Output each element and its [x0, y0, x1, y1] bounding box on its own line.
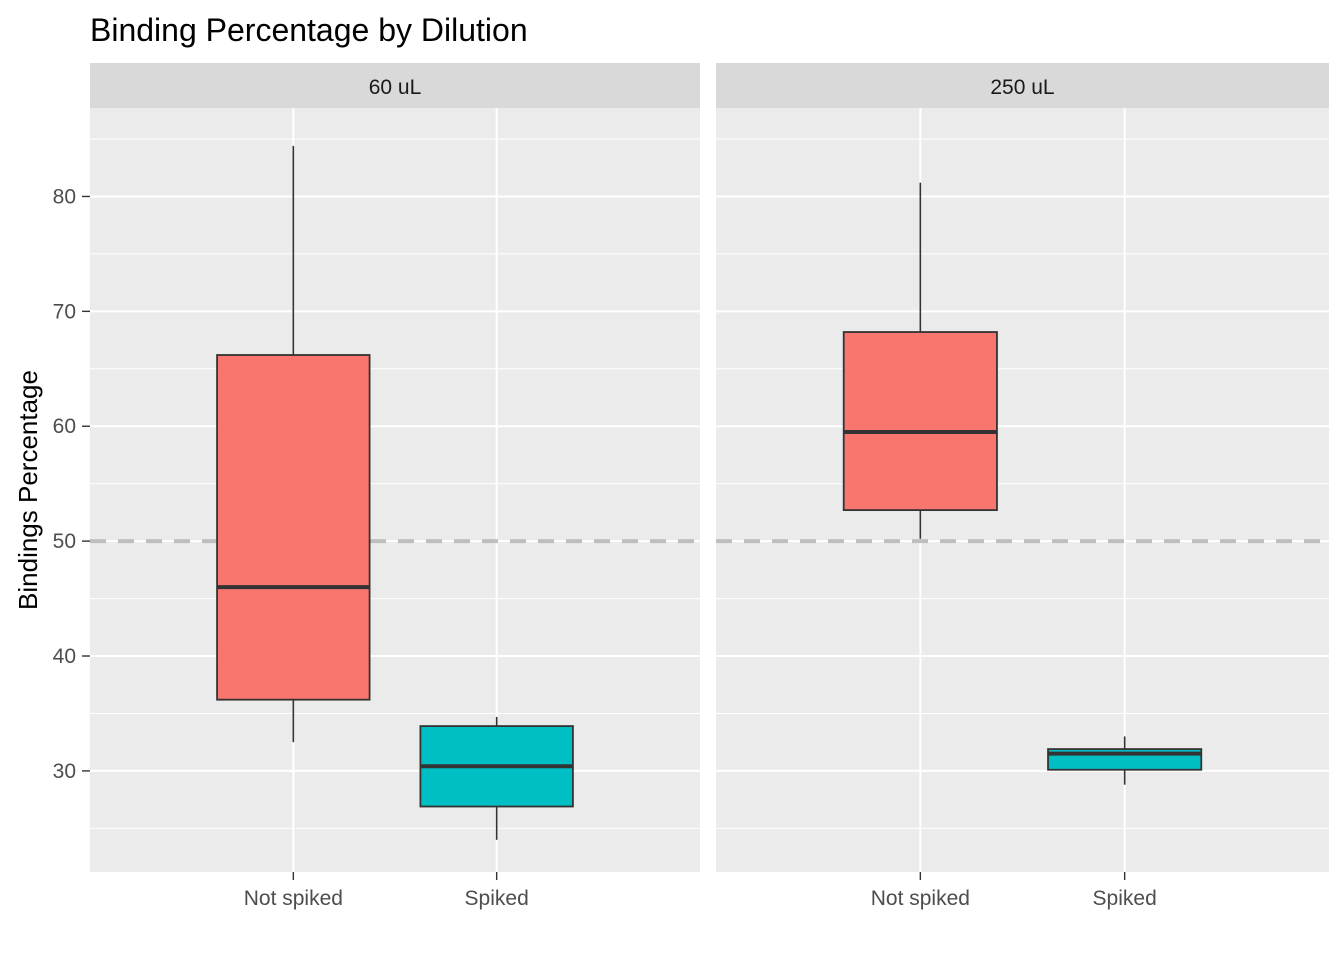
x-tick-label: Spiked [465, 887, 529, 910]
facet-strip-label: 60 uL [369, 76, 422, 99]
y-axis: 30 40 50 60 70 80 [53, 185, 90, 783]
box-iqr [842, 331, 998, 512]
x-tick-label: Spiked [1093, 887, 1157, 910]
box-spiked [1047, 736, 1203, 785]
facet-panels: 60 uL Not spiked Spiked 250 uL Not spiked Spi… [90, 63, 1329, 910]
y-tick-label: 50 [53, 530, 76, 553]
y-tick-label: 70 [53, 300, 76, 323]
box-iqr [216, 354, 371, 701]
x-tick-label: Not spiked [871, 887, 970, 910]
box-spiked [419, 716, 574, 840]
panel-background [716, 108, 1329, 872]
facet-panel: 60 uL Not spiked Spiked [90, 63, 700, 910]
facet-strip [90, 63, 700, 108]
chart-title: Binding Percentage by Dilution [90, 12, 528, 48]
x-tick-label: Not spiked [244, 887, 343, 910]
y-tick-label: 80 [53, 185, 76, 208]
facet-panel: 250 uL Not spiked Spiked [716, 63, 1329, 910]
y-tick-label: 60 [53, 415, 76, 438]
y-tick-label: 40 [53, 645, 76, 668]
box-not-spiked [216, 145, 371, 743]
panel-background [90, 108, 700, 872]
y-tick-label: 30 [53, 760, 76, 783]
facet-strip-label: 250 uL [990, 76, 1054, 99]
box-not-spiked [842, 182, 998, 539]
facet-strip [716, 63, 1329, 108]
y-axis-title: Bindings Percentage [13, 370, 43, 610]
